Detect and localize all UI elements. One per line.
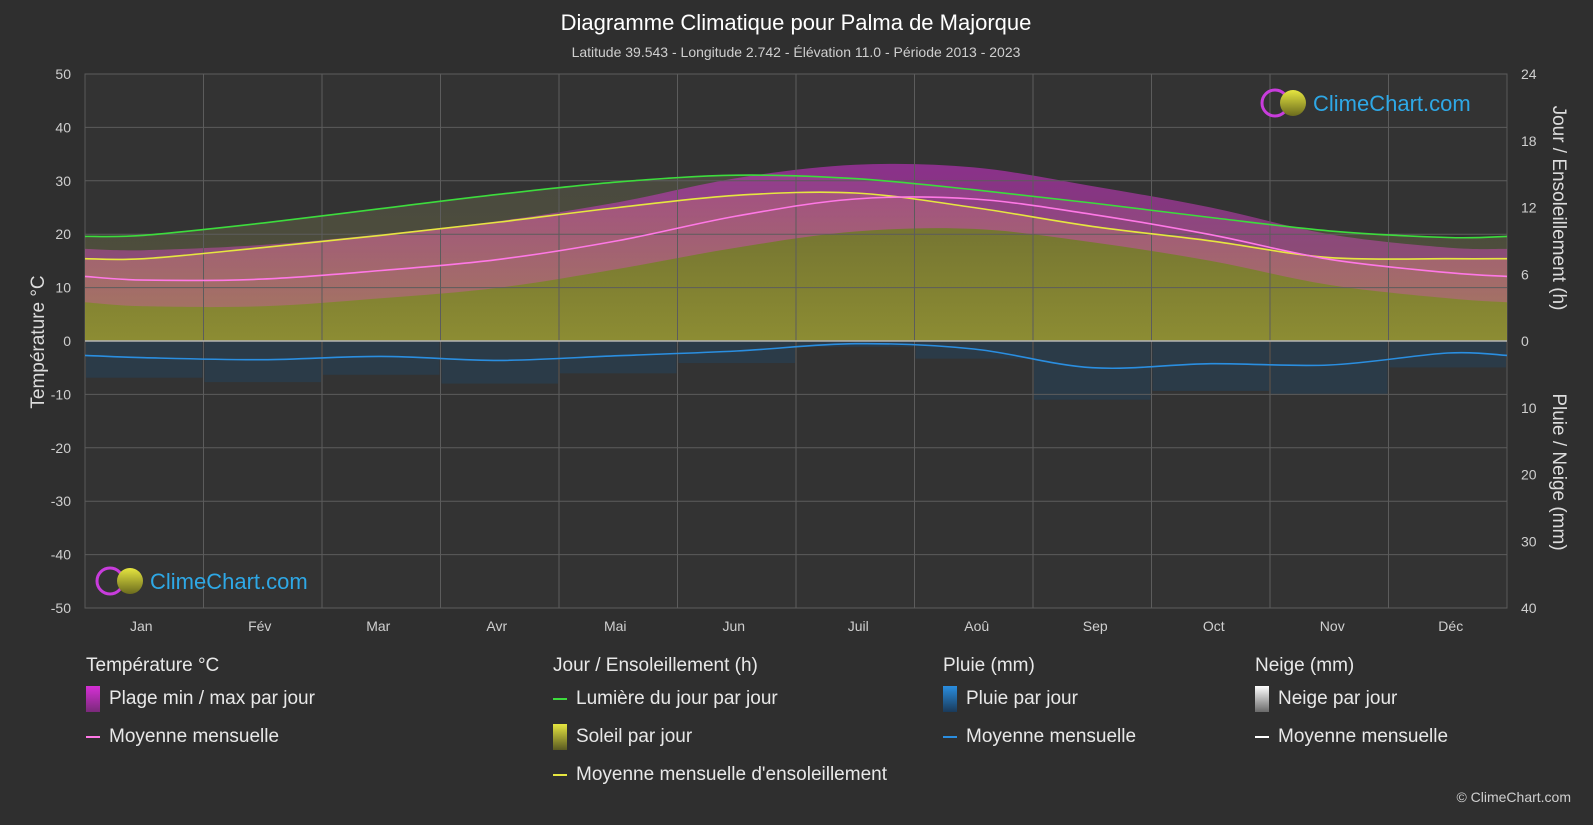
y-right-bottom-tick-label: 20 [1521, 467, 1537, 483]
logo-text: ClimeChart.com [1313, 91, 1471, 116]
legend-swatch [943, 686, 957, 712]
x-tick-label: Mar [366, 618, 390, 634]
legend-item-snow: Neige par jour [1255, 680, 1448, 718]
legend-swatch [943, 736, 957, 738]
legend-item-sunshine-mean: Moyenne mensuelle d'ensoleillement [553, 756, 887, 794]
logo-sun-icon [117, 568, 143, 594]
y-left-tick-label: 0 [63, 333, 71, 349]
x-tick-label: Déc [1438, 618, 1463, 634]
legend-swatch [553, 774, 567, 776]
temperature-mean-line [84, 196, 1508, 282]
legend-label: Pluie par jour [966, 688, 1078, 709]
legend-item-sunshine: Soleil par jour [553, 718, 887, 756]
legend-snow: Neige (mm) Neige par jour Moyenne mensue… [1255, 652, 1448, 756]
legend-swatch [553, 724, 567, 750]
plot-area: 50 40 30 20 10 0 -10 -20 -30 -40 -50 24 18 12 6 0 10 20 30… [51, 66, 1537, 634]
chart-title: Diagramme Climatique pour Palma de Major… [561, 10, 1032, 35]
y-right-top-tick-label: 18 [1521, 133, 1537, 149]
legend-item-temp-mean: Moyenne mensuelle [86, 718, 315, 756]
legend-temperature: Température °C Plage min / max par jour … [86, 652, 315, 756]
x-tick-label: Aoû [964, 618, 989, 634]
x-tick-label: Sep [1083, 618, 1108, 634]
y-left-tick-label: -50 [51, 600, 71, 616]
y-right-bottom-tick-label: 10 [1521, 400, 1537, 416]
legend-item-daylight: Lumière du jour par jour [553, 680, 887, 718]
x-tick-label: Nov [1320, 618, 1345, 634]
y-left-tick-label: -30 [51, 493, 71, 509]
rain-bar [441, 341, 558, 384]
legend-title: Température °C [86, 655, 220, 676]
y-right-top-tick-label: 0 [1521, 333, 1529, 349]
y-left-tick-label: 40 [55, 119, 71, 135]
x-tick-label: Avr [486, 618, 507, 634]
y-right-top-tick-label: 24 [1521, 66, 1537, 82]
copyright: © ClimeChart.com [1456, 789, 1571, 805]
legend-label: Plage min / max par jour [109, 688, 315, 709]
y-left-tick-label: -40 [51, 547, 71, 563]
y-left-tick-label: 50 [55, 66, 71, 82]
x-tick-label: Mai [604, 618, 627, 634]
rain-bar [915, 341, 1032, 359]
y-left-tick-label: -20 [51, 440, 71, 456]
legend-swatch [1255, 736, 1269, 738]
rain-bar [1034, 341, 1151, 400]
logo-sun-icon [1280, 90, 1306, 116]
y-right-bottom-tick-label: 40 [1521, 600, 1537, 616]
legend-label: Moyenne mensuelle [966, 726, 1137, 747]
x-tick-label: Oct [1203, 618, 1225, 634]
legend-label: Neige par jour [1278, 688, 1398, 709]
x-tick-label: Jun [722, 618, 745, 634]
legend-swatch [553, 698, 567, 700]
logo-top: ClimeChart.com [1260, 88, 1471, 118]
rain-bar [1271, 341, 1388, 394]
daylight-line [84, 174, 1508, 239]
y-left-tick-label: 20 [55, 226, 71, 242]
legend-title: Neige (mm) [1255, 655, 1355, 676]
legend-label: Lumière du jour par jour [576, 688, 778, 709]
legend-swatch [86, 736, 100, 738]
y-right-bottom-tick-label: 30 [1521, 533, 1537, 549]
legend-label: Moyenne mensuelle [1278, 726, 1449, 747]
y-left-tick-label: 10 [55, 280, 71, 296]
legend-title: Pluie (mm) [943, 655, 1035, 676]
legend-label: Moyenne mensuelle [109, 726, 280, 747]
rain-bar [204, 341, 321, 383]
chart-subtitle: Latitude 39.543 - Longitude 2.742 - Élév… [572, 44, 1021, 60]
logo-bottom: ClimeChart.com [95, 566, 308, 596]
y-right-top-tick-label: 12 [1521, 200, 1537, 216]
legend-item-rain: Pluie par jour [943, 680, 1136, 718]
logo-text: ClimeChart.com [150, 569, 308, 594]
legend-label: Soleil par jour [576, 726, 693, 747]
rain-mean-line [84, 342, 1508, 370]
x-tick-label: Jan [130, 618, 153, 634]
rain-bar [678, 341, 795, 364]
y-right-top-title: Jour / Ensoleillement (h) [1548, 106, 1569, 311]
legend-item-rain-mean: Moyenne mensuelle [943, 718, 1136, 756]
y-left-title: Température °C [28, 275, 49, 408]
legend-rain: Pluie (mm) Pluie par jour Moyenne mensue… [943, 652, 1136, 756]
x-tick-label: Juil [848, 618, 869, 634]
y-left-tick-label: -10 [51, 386, 71, 402]
x-tick-label: Fév [248, 618, 271, 634]
y-left-tick-label: 30 [55, 173, 71, 189]
legend-sunshine: Jour / Ensoleillement (h) Lumière du jou… [553, 652, 887, 794]
climate-chart: Diagramme Climatique pour Palma de Major… [28, 10, 1569, 634]
legend-label: Moyenne mensuelle d'ensoleillement [576, 764, 887, 785]
legend-swatch [1255, 686, 1269, 712]
legend-item-temp-range: Plage min / max par jour [86, 680, 315, 718]
legend-title: Jour / Ensoleillement (h) [553, 655, 758, 676]
sunshine-mean-line [84, 191, 1508, 261]
y-right-bottom-title: Pluie / Neige (mm) [1548, 393, 1569, 550]
legend-swatch [86, 686, 100, 712]
legend-item-snow-mean: Moyenne mensuelle [1255, 718, 1448, 756]
y-right-top-tick-label: 6 [1521, 266, 1529, 282]
